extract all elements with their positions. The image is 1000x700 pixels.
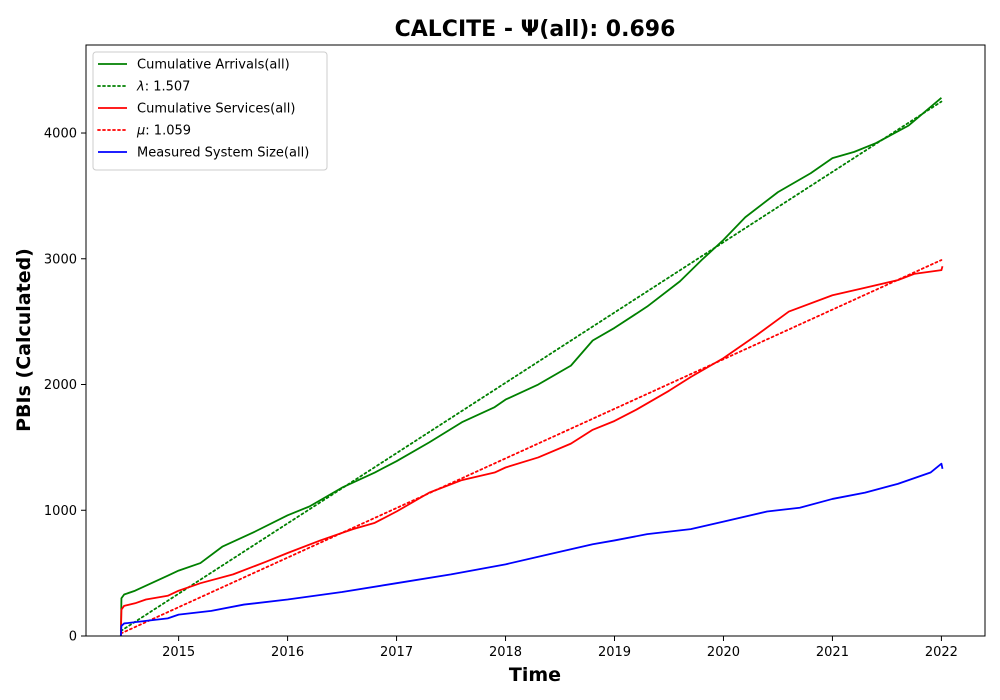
series-line-5 [119,462,944,637]
y-tick-label: 3000 [44,252,77,267]
legend-label-3: Cumulative Services(all) [137,102,295,117]
series-line-1 [119,97,942,637]
x-tick-label: 2019 [598,645,631,660]
x-tick-label: 2018 [489,645,522,660]
chart-title: CALCITE - Ψ(all): 0.696 [395,17,676,42]
y-axis-label: PBIs (Calculated) [13,248,35,432]
legend-symbol: λ [136,80,145,95]
legend: Cumulative Arrivals(all) λ: 1.507 Cumulati… [92,51,328,171]
legend-box [92,51,328,171]
series-layer [119,97,944,637]
x-tick-label: 2021 [816,645,849,660]
series-line-4 [119,259,943,635]
legend-label-2: λ: 1.507 [136,80,190,95]
legend-label-5: Measured System Size(all) [137,146,309,161]
series-line-3 [119,266,944,637]
legend-label-1: Cumulative Arrivals(all) [137,58,290,73]
y-tick-label: 4000 [44,127,77,142]
x-tick-label: 2016 [271,645,304,660]
legend-symbol: μ [136,124,145,139]
legend-value: : 1.507 [145,80,191,95]
y-tick-label: 0 [69,630,77,645]
y-tick-label: 2000 [44,378,77,393]
legend-label-4: μ: 1.059 [136,124,191,139]
x-tick-label: 2015 [162,645,195,660]
y-tick-label: 1000 [44,504,77,519]
plot-frame [85,44,986,637]
x-axis-label: Time [509,664,561,686]
x-tick-label: 2022 [925,645,958,660]
x-tick-label: 2020 [707,645,740,660]
series-line-2 [119,100,943,632]
axes-layer: 2015 2016 2017 2018 2019 2020 2021 2022 0 1000 200… [44,44,986,660]
x-tick-label: 2017 [380,645,413,660]
legend-value: : 1.059 [145,124,191,139]
